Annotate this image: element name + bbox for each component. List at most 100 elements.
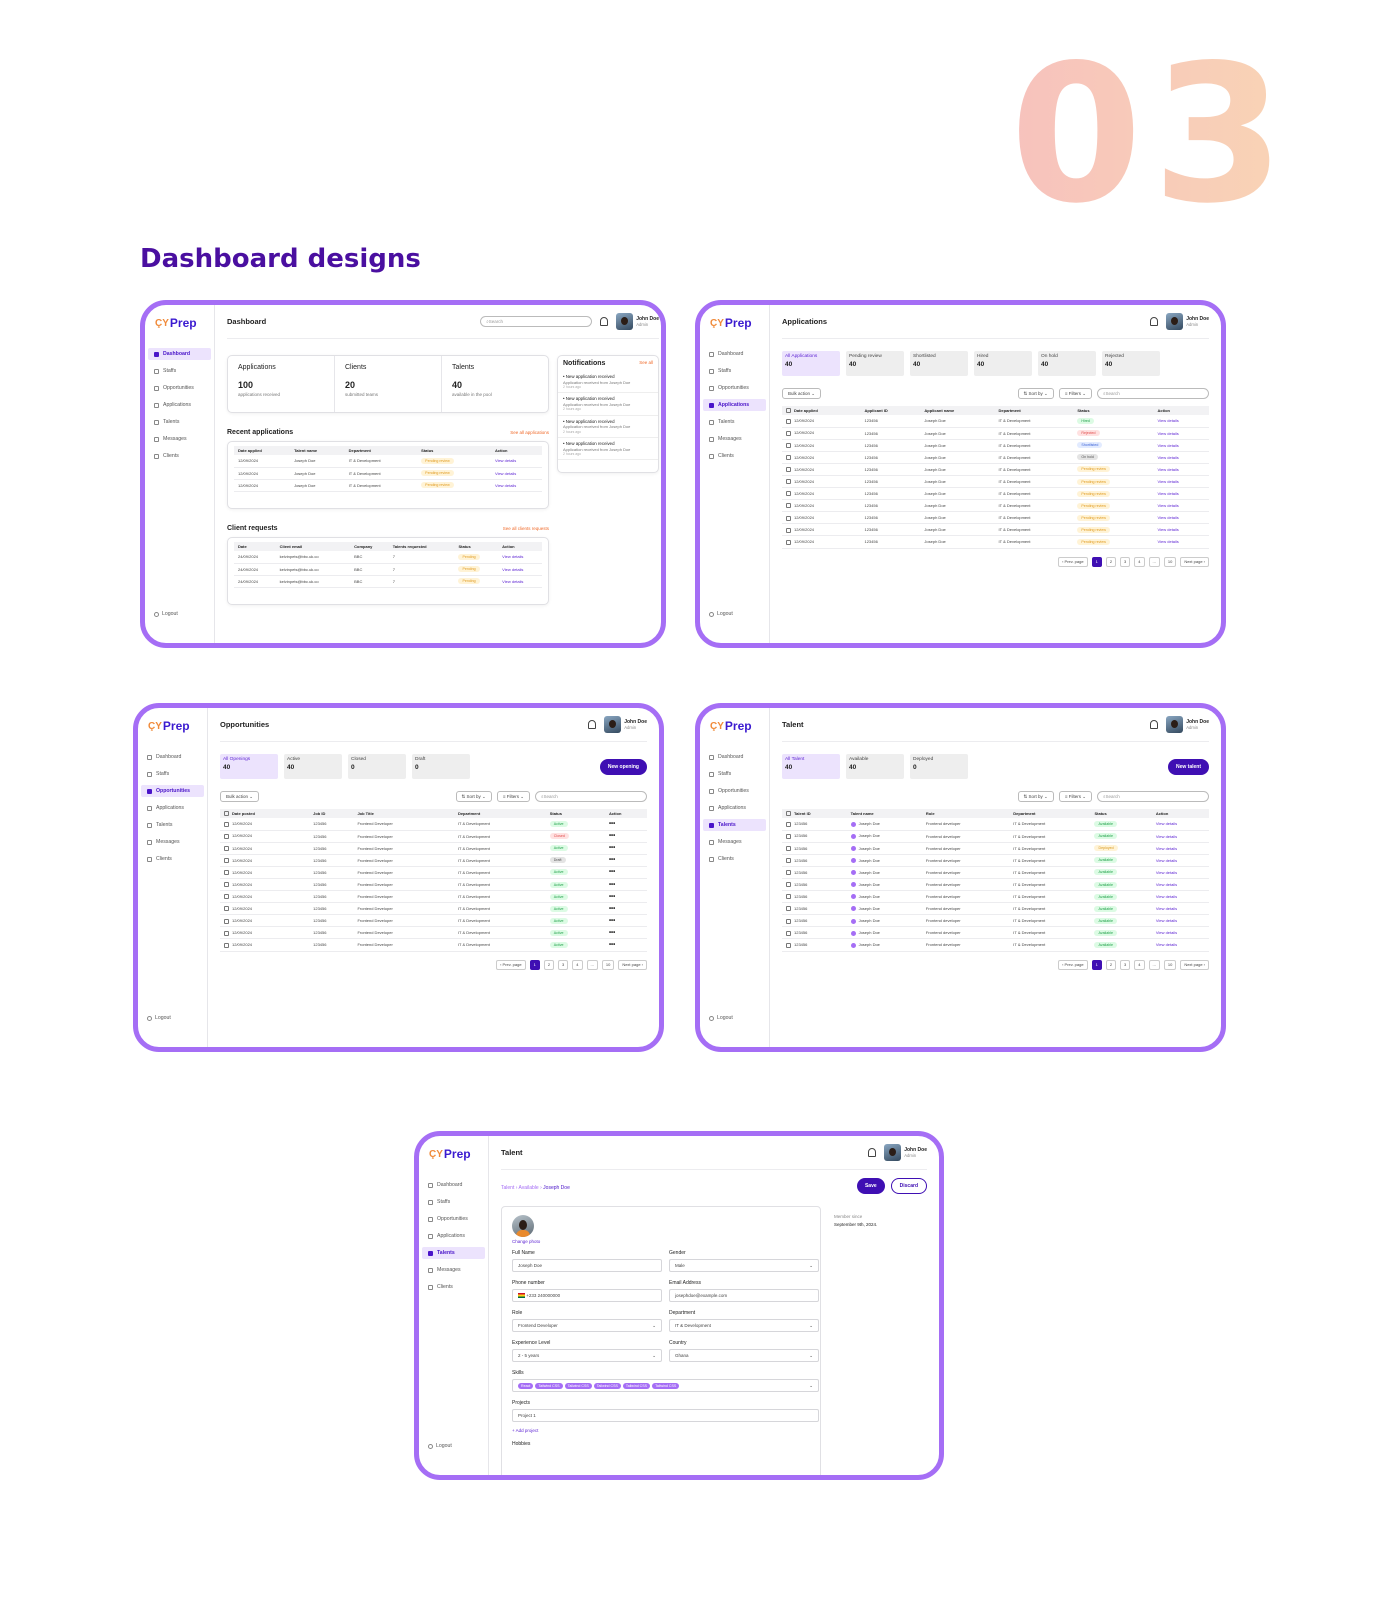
view-details-link[interactable]: View details xyxy=(1155,918,1178,924)
view-details-link[interactable]: View details xyxy=(502,578,524,584)
logo[interactable]: ÇY Prep xyxy=(148,719,190,733)
view-details-link[interactable]: View details xyxy=(1155,821,1178,827)
sidebar-item-talents[interactable]: Talents xyxy=(703,819,766,831)
tab-available[interactable]: Available 40 xyxy=(846,754,904,779)
page-...[interactable]: ... xyxy=(586,959,598,970)
page-2[interactable]: 2 xyxy=(543,959,555,970)
row-checkbox[interactable] xyxy=(786,503,791,509)
row-checkbox[interactable] xyxy=(786,858,791,864)
row-checkbox[interactable] xyxy=(224,821,229,827)
view-details-link[interactable]: View details xyxy=(1157,418,1179,424)
user-menu[interactable]: John Doe Admin xyxy=(616,313,659,330)
sidebar-item-applications[interactable]: Applications xyxy=(141,802,204,814)
sidebar-item-messages[interactable]: Messages xyxy=(148,433,211,445)
row-checkbox[interactable] xyxy=(786,833,791,839)
country-select[interactable]: Ghana ⌄ xyxy=(669,1349,819,1362)
row-checkbox[interactable] xyxy=(786,515,791,521)
view-details-link[interactable]: View details xyxy=(1155,857,1178,863)
row-checkbox[interactable] xyxy=(786,906,791,912)
view-details-link[interactable]: View details xyxy=(1155,894,1178,900)
page-...[interactable]: ... xyxy=(1148,959,1160,970)
role-select[interactable]: Frontend Developer ⌄ xyxy=(512,1319,662,1332)
sidebar-item-dashboard[interactable]: Dashboard xyxy=(422,1179,485,1191)
row-checkbox[interactable] xyxy=(786,430,791,436)
page-10[interactable]: 10 xyxy=(1163,959,1177,970)
row-checkbox[interactable] xyxy=(786,894,791,900)
full-name-field[interactable]: Joseph Doe xyxy=(512,1259,662,1272)
tab-shortlisted[interactable]: Shortlisted 40 xyxy=(910,351,968,376)
notification-item[interactable]: • New application received Application re… xyxy=(558,371,658,394)
see-all-clients-link[interactable]: See all clients requests xyxy=(502,526,549,531)
filters-button[interactable]: ≡ Filters ⌄ xyxy=(496,791,530,802)
bulk-action-dropdown[interactable]: Bulk action ⌄ xyxy=(782,388,822,399)
view-details-link[interactable]: View details xyxy=(1155,833,1178,839)
tab-all-applications[interactable]: All Applications 40 xyxy=(782,351,840,376)
sidebar-item-dashboard[interactable]: Dashboard xyxy=(703,751,766,763)
row-checkbox[interactable] xyxy=(786,467,791,473)
new-opening-button[interactable]: New opening xyxy=(599,758,647,775)
page-2[interactable]: 2 xyxy=(1105,959,1117,970)
sidebar-item-dashboard[interactable]: Dashboard xyxy=(141,751,204,763)
gender-select[interactable]: Male ⌄ xyxy=(669,1259,819,1272)
bell-icon[interactable] xyxy=(588,720,597,729)
more-actions-icon[interactable]: ••• xyxy=(608,833,616,840)
page-1[interactable]: 1 xyxy=(529,959,540,970)
user-menu[interactable]: John Doe Admin xyxy=(1166,313,1209,330)
page-3[interactable]: 3 xyxy=(558,959,569,970)
project-field[interactable]: Project 1 xyxy=(512,1409,819,1422)
sidebar-item-clients[interactable]: Clients xyxy=(703,450,766,462)
row-checkbox[interactable] xyxy=(224,882,229,888)
select-all-checkbox[interactable] xyxy=(224,811,229,817)
tab-hired[interactable]: Hired 40 xyxy=(974,351,1032,376)
more-actions-icon[interactable]: ••• xyxy=(608,917,616,924)
row-checkbox[interactable] xyxy=(786,491,791,497)
more-actions-icon[interactable]: ••• xyxy=(608,820,616,827)
more-actions-icon[interactable]: ••• xyxy=(608,857,616,864)
page-4[interactable]: 4 xyxy=(572,959,583,970)
skill-chip[interactable]: React xyxy=(518,1382,534,1389)
page-10[interactable]: 10 xyxy=(1163,556,1177,567)
next-page-button[interactable]: Next page › xyxy=(618,959,647,970)
user-menu[interactable]: John Doe Admin xyxy=(884,1144,927,1161)
sidebar-item-staffs[interactable]: Staffs xyxy=(422,1196,485,1208)
page-3[interactable]: 3 xyxy=(1120,556,1131,567)
sidebar-item-dashboard[interactable]: Dashboard xyxy=(703,348,766,360)
view-details-link[interactable]: View details xyxy=(1157,539,1179,545)
logo[interactable]: ÇY Prep xyxy=(429,1147,471,1161)
logout-button[interactable]: Logout xyxy=(709,611,733,617)
row-checkbox[interactable] xyxy=(224,845,229,851)
row-checkbox[interactable] xyxy=(224,906,229,912)
sidebar-item-clients[interactable]: Clients xyxy=(422,1281,485,1293)
view-details-link[interactable]: View details xyxy=(1155,942,1178,948)
search-input[interactable]: ⌕ Search xyxy=(480,316,593,327)
page-4[interactable]: 4 xyxy=(1134,556,1145,567)
sidebar-item-staffs[interactable]: Staffs xyxy=(148,365,211,377)
bulk-action-dropdown[interactable]: Bulk action ⌄ xyxy=(220,791,260,802)
view-details-link[interactable]: View details xyxy=(494,458,517,464)
view-details-link[interactable]: View details xyxy=(1157,527,1179,533)
row-checkbox[interactable] xyxy=(224,918,229,924)
see-all-applications-link[interactable]: See all applications xyxy=(510,430,549,435)
sidebar-item-talents[interactable]: Talents xyxy=(422,1247,485,1259)
view-details-link[interactable]: View details xyxy=(1157,454,1179,460)
page-2[interactable]: 2 xyxy=(1105,556,1117,567)
discard-button[interactable]: Discard xyxy=(890,1178,927,1194)
notification-item[interactable]: • New application received Application re… xyxy=(558,416,658,438)
view-details-link[interactable]: View details xyxy=(1155,845,1178,851)
page-3[interactable]: 3 xyxy=(1120,959,1131,970)
skill-chip[interactable]: Tailwind CSS xyxy=(652,1382,680,1389)
see-all-notifications-link[interactable]: See all xyxy=(639,360,653,365)
more-actions-icon[interactable]: ••• xyxy=(608,881,616,888)
view-details-link[interactable]: View details xyxy=(1157,430,1179,436)
sidebar-item-messages[interactable]: Messages xyxy=(703,433,766,445)
view-details-link[interactable]: View details xyxy=(1157,479,1179,485)
tab-active[interactable]: Active 40 xyxy=(284,754,342,779)
notification-item[interactable]: • New application received Application re… xyxy=(558,438,658,461)
add-project-button[interactable]: + Add project xyxy=(512,1428,539,1433)
sidebar-item-opportunities[interactable]: Opportunities xyxy=(422,1213,485,1225)
notification-item[interactable]: • New application received Application re… xyxy=(558,393,658,416)
select-all-checkbox[interactable] xyxy=(786,408,791,414)
row-checkbox[interactable] xyxy=(786,479,791,485)
next-page-button[interactable]: Next page › xyxy=(1180,959,1209,970)
change-photo-link[interactable]: Change photo xyxy=(512,1239,541,1244)
